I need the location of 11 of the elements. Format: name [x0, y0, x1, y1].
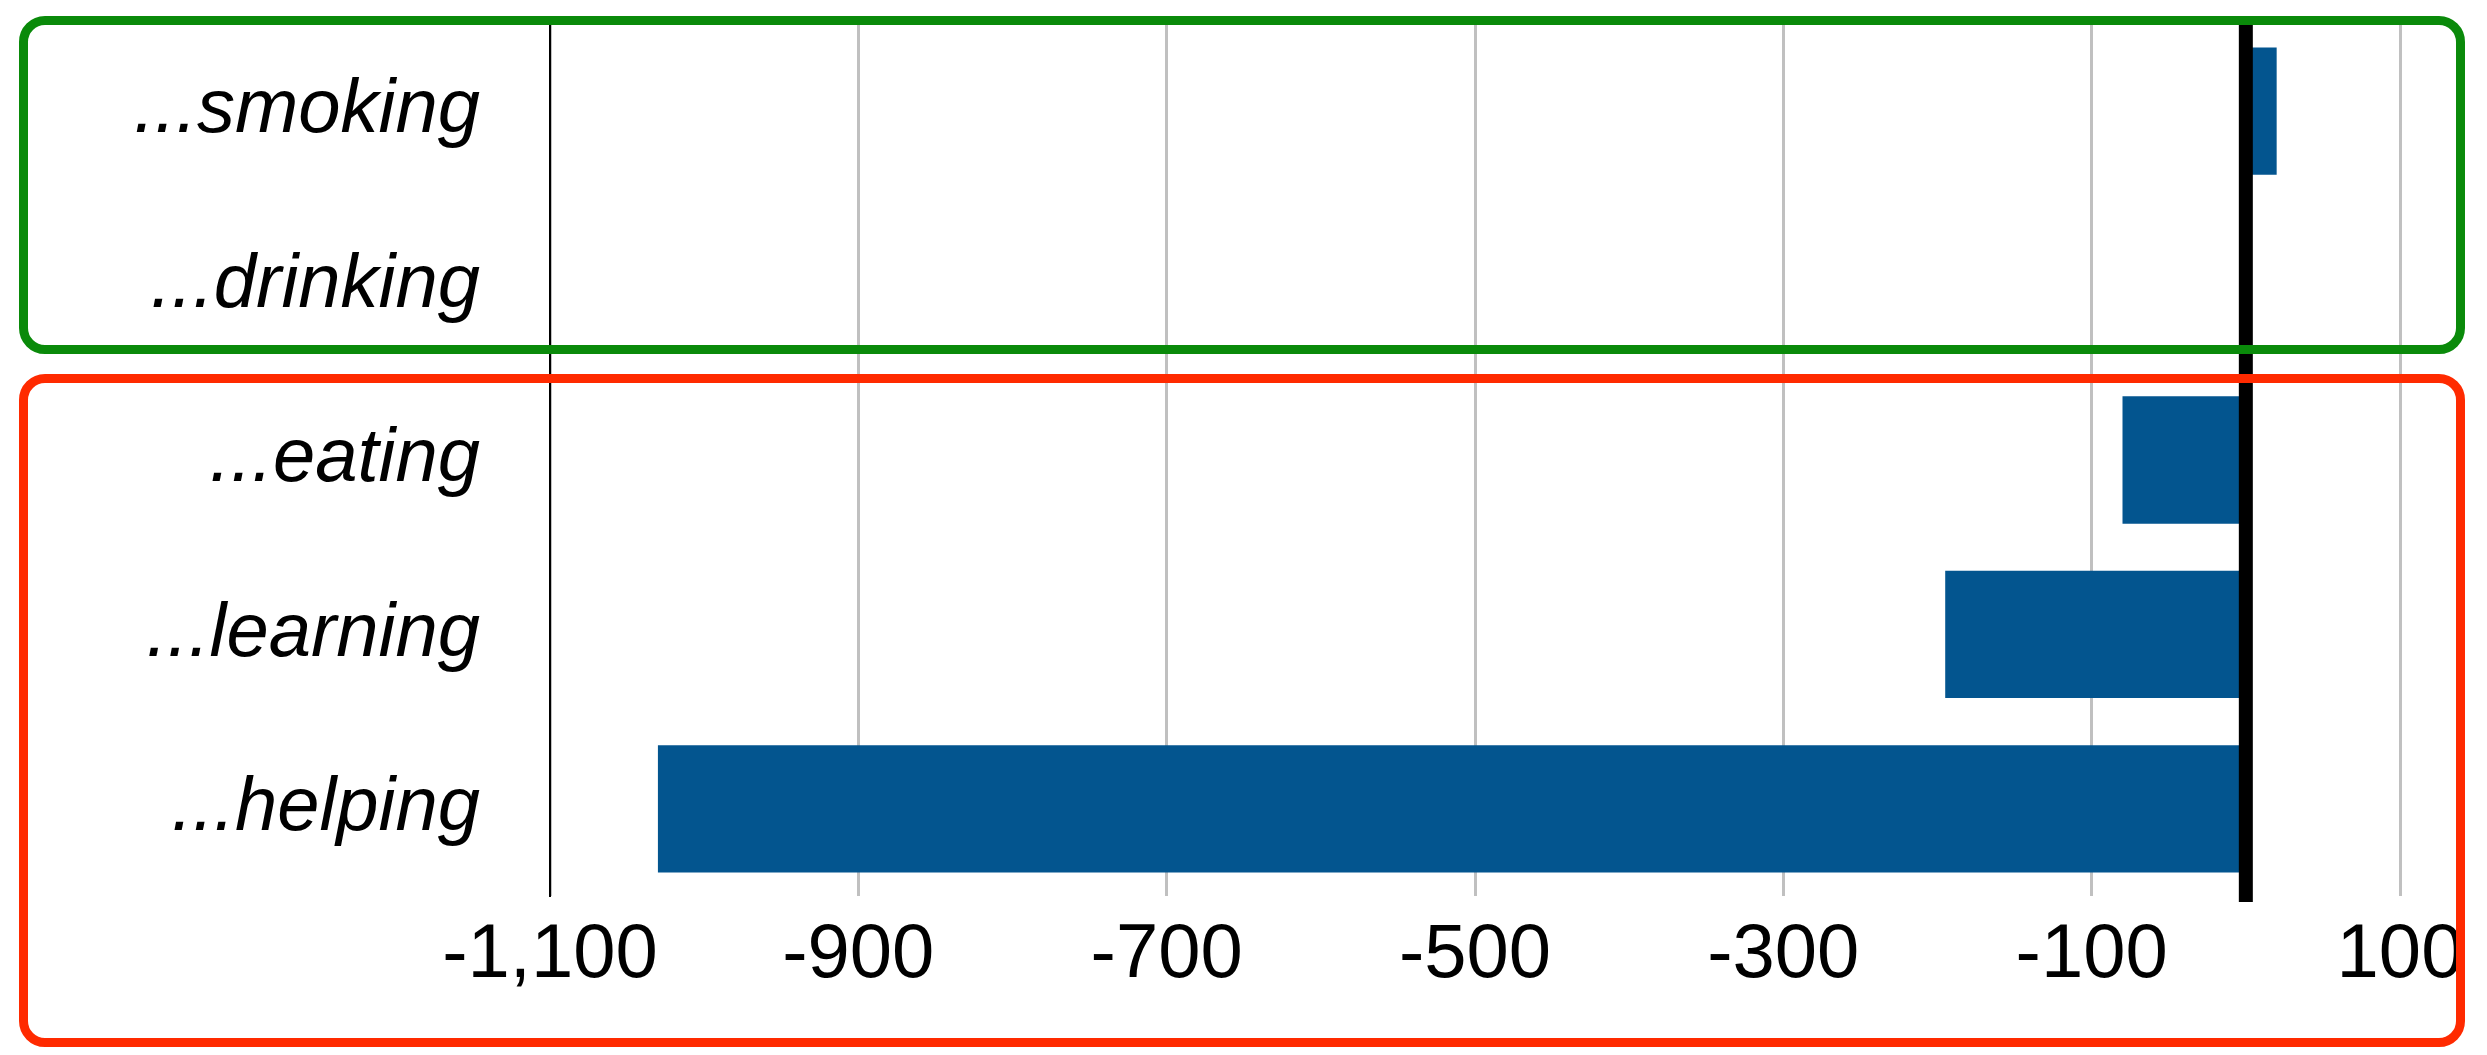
y-tick-label: ...helping: [171, 760, 480, 846]
y-tick-label: ...drinking: [150, 237, 480, 323]
y-tick-label: ...smoking: [133, 63, 480, 149]
x-tick-label: -300: [1707, 907, 1860, 993]
x-tick-label: -700: [1090, 907, 1243, 993]
x-tick-label: -100: [2015, 907, 2168, 993]
y-tick-label: ...eating: [209, 412, 480, 498]
x-tick-label: -500: [1398, 907, 1552, 993]
x-tick-label: -1,100: [442, 907, 658, 993]
y-tick-label: ...learning: [146, 586, 480, 672]
x-tick-label: -900: [782, 907, 935, 993]
